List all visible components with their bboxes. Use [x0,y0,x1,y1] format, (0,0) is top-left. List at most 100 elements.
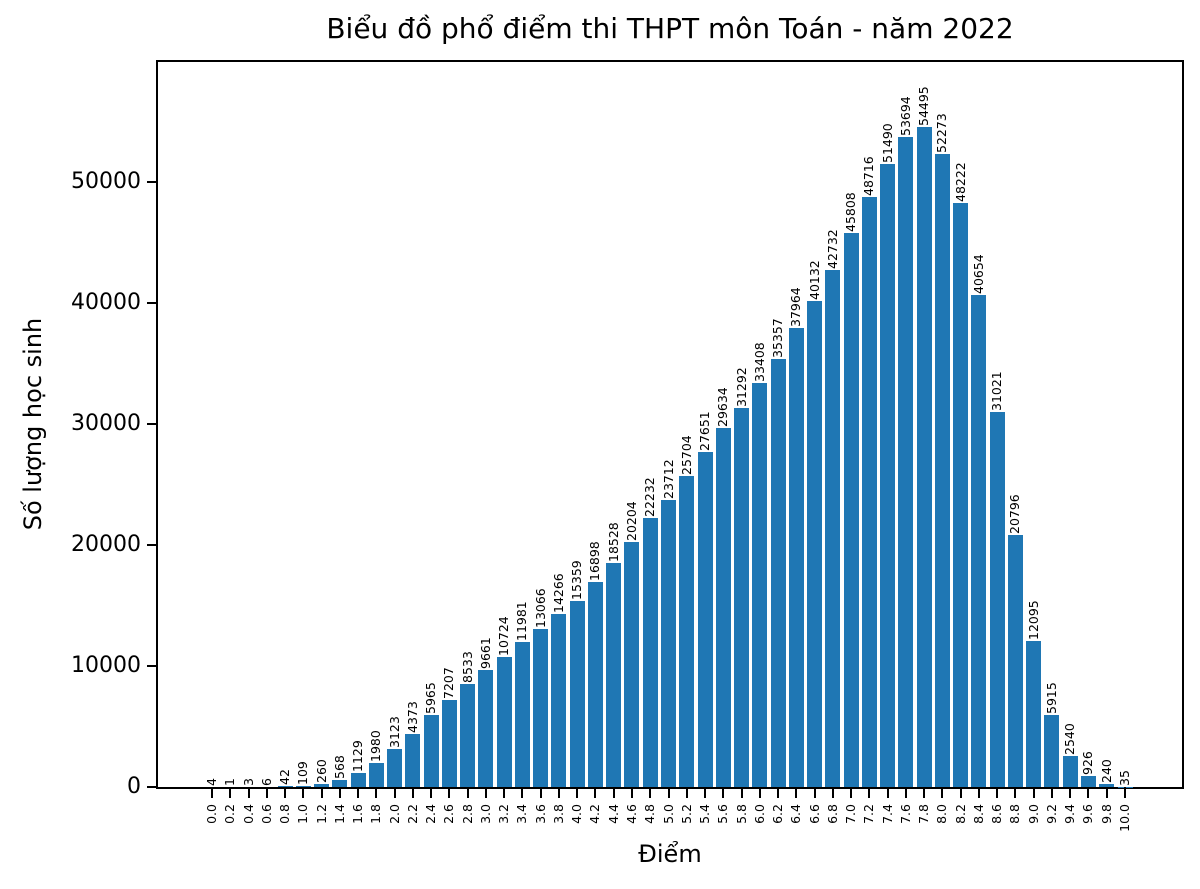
x-tick-label: 9.6 [1080,804,1096,824]
y-tick-label: 50000 [71,168,141,194]
bar [606,562,622,787]
bar [898,137,914,787]
x-tick [1069,787,1072,798]
y-tick-label: 20000 [71,531,141,557]
bar-value-label: 5915 [1043,682,1059,715]
x-tick-label: 0.2 [222,804,238,824]
x-tick-label: 9.4 [1062,804,1078,824]
bar-value-label: 40132 [806,260,822,301]
x-tick-label: 6.8 [824,804,840,824]
bar-value-label: 10724 [496,616,512,657]
x-tick [886,787,889,798]
x-tick-label: 2.4 [423,804,439,824]
x-tick-label: 3.4 [514,804,530,824]
bar-value-label: 11981 [514,601,530,641]
x-tick [868,787,871,798]
bar-value-label: 7207 [441,666,457,699]
bar [533,628,549,787]
x-tick [996,787,999,798]
x-tick [850,787,853,798]
bar-value-label: 31292 [733,367,749,408]
x-tick-label: 8.6 [989,804,1005,824]
bar-value-label: 12095 [1025,599,1041,640]
x-axis-label: Điểm [638,840,702,868]
x-tick [923,787,926,798]
x-tick [393,787,396,798]
bar [405,734,421,787]
bar [825,269,841,787]
bar-value-label: 35 [1117,769,1132,786]
bar-value-label: 16898 [587,541,603,582]
bar [423,714,439,787]
x-tick-label: 10.0 [1117,804,1132,832]
x-tick-label: 4.4 [605,804,621,824]
x-tick-label: 3.0 [477,804,493,824]
x-tick [265,787,268,798]
x-tick-label: 4.2 [587,804,603,824]
bar-value-label: 3123 [386,716,402,749]
x-tick-label: 5.0 [660,804,676,824]
x-tick [685,787,688,798]
bar [1026,640,1042,787]
bar-value-label: 42 [277,769,293,786]
bar-value-label: 18528 [605,521,621,562]
bar [953,203,969,787]
x-tick-label: 2.2 [404,804,420,824]
x-tick-label: 3.8 [550,804,566,824]
x-tick-label: 6.6 [806,804,822,824]
x-tick [1087,787,1090,798]
bar [715,428,731,787]
bar [734,408,750,787]
bar-value-label: 22232 [642,477,658,517]
bar-value-label: 2540 [1062,723,1078,756]
x-tick [503,787,506,798]
x-tick [466,787,469,798]
bar-value-label: 52273 [934,113,950,154]
x-tick [831,787,834,798]
bar-value-label: 25704 [678,435,694,475]
bar-value-label: 4373 [404,701,420,734]
y-tick-label: 10000 [71,652,141,678]
bar [569,601,585,787]
y-tick-label: 40000 [71,289,141,315]
x-tick [375,787,378,798]
x-tick-label: 1.2 [313,804,329,824]
x-tick [795,787,798,798]
bar-value-label: 29634 [715,387,731,428]
bar-value-label: 1129 [350,740,366,773]
bar-value-label: 13066 [532,588,548,628]
x-tick [630,787,633,798]
x-tick-label: 2.6 [441,804,457,824]
bar [788,327,804,787]
x-tick-label: 0.4 [240,804,256,824]
bar-value-label: 35357 [770,318,786,359]
y-tick [147,786,158,788]
bar [295,785,311,787]
x-tick [777,787,780,798]
x-tick-label: 4.0 [569,804,585,824]
bar-value-label: 37964 [788,286,804,327]
x-tick-label: 9.0 [1025,804,1041,824]
x-tick-label: 5.2 [678,804,694,824]
bar-value-label: 4 [204,777,219,786]
x-tick-label: 8.8 [1007,804,1023,824]
x-tick-label: 2.0 [386,804,402,824]
x-tick-label: 1.4 [331,804,347,824]
x-tick-label: 4.6 [623,804,639,824]
x-tick [576,787,579,798]
bar [624,542,640,787]
x-tick-label: 7.2 [861,804,877,824]
y-tick [147,180,158,183]
bar [861,197,877,787]
y-tick [147,422,158,425]
bar [460,683,476,787]
bar [661,500,676,787]
bar [1044,715,1060,787]
x-tick [211,787,213,798]
bar [478,670,494,787]
bar [1062,756,1078,787]
x-tick [357,787,360,798]
bar [314,783,330,787]
x-tick [904,787,907,798]
bar-value-label: 6 [258,777,274,786]
